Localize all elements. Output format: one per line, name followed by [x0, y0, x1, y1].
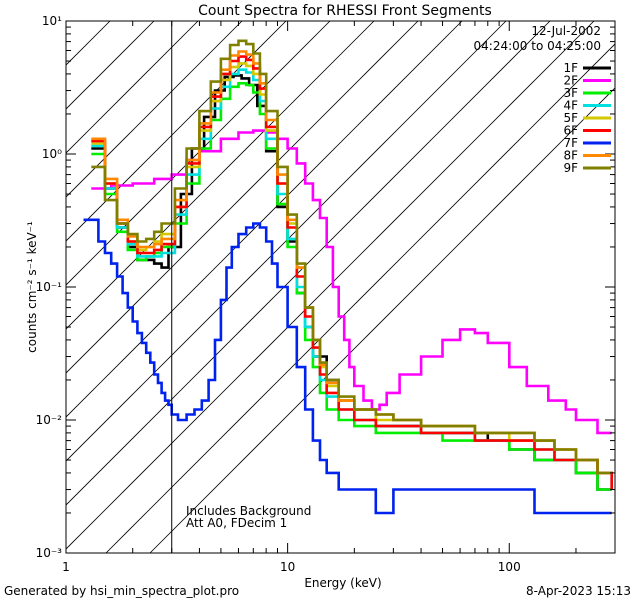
x-axis-label: Energy (keV)	[304, 576, 381, 590]
plot-frame	[65, 20, 616, 554]
hatch-line	[66, 21, 463, 418]
legend-label-2f: 2F	[563, 74, 578, 88]
y-tick-label: 10⁻³	[36, 546, 63, 560]
tick-labels: 1 10 100 10⁻³ 10⁻² 10⁻¹ 10⁰ 10¹	[36, 14, 521, 574]
series-group	[83, 39, 613, 515]
annotation-background: Includes Background	[186, 504, 311, 518]
hatch-line	[66, 21, 155, 110]
threshold-hatch-region	[66, 21, 615, 553]
hatch-line	[105, 43, 615, 553]
observation-time-range: 04:24:00 to 04:25:00	[474, 39, 601, 53]
legend-label-6f: 6F	[563, 124, 578, 138]
y-tick-label: 10¹	[42, 14, 62, 28]
x-tick-label: 1	[62, 560, 70, 574]
hatch-line	[66, 21, 419, 374]
y-tick-label: 10⁰	[42, 147, 62, 161]
hatch-line	[66, 21, 199, 154]
legend-label-4f: 4F	[563, 99, 578, 113]
legend-label-8f: 8F	[563, 149, 578, 163]
observation-date: 12-Jul-2002	[531, 24, 601, 38]
hatch-line	[66, 21, 375, 330]
series-4f	[91, 68, 613, 490]
footer-generated-by: Generated by hsi_min_spectra_plot.pro	[4, 584, 239, 598]
y-tick-label: 10⁻²	[36, 413, 63, 427]
hatch-line	[66, 21, 243, 198]
series-7f	[83, 218, 612, 515]
series-2f	[91, 129, 612, 435]
y-axis-label: counts cm⁻² s⁻¹ keV⁻¹	[25, 221, 39, 353]
series-3f	[91, 82, 612, 491]
series-9f	[91, 39, 612, 475]
legend-label-9f: 9F	[563, 161, 578, 175]
legend-label-7f: 7F	[563, 136, 578, 150]
hatch-line	[66, 21, 331, 286]
chart-title: Count Spectra for RHESSI Front Segments	[198, 3, 492, 19]
legend-label-3f: 3F	[563, 86, 578, 100]
annotation-attenuator: Att A0, FDecim 1	[186, 516, 287, 530]
series-6f	[91, 55, 613, 490]
hatch-line	[149, 87, 615, 553]
x-tick-label: 100	[498, 560, 521, 574]
footer-timestamp: 8-Apr-2023 15:13	[526, 584, 631, 598]
axes	[65, 20, 616, 554]
legend-label-1f: 1F	[563, 61, 578, 75]
hatch-line	[66, 21, 507, 462]
y-tick-label: 10⁻¹	[36, 280, 63, 294]
hatch-line	[66, 21, 287, 242]
x-tick-label: 10	[280, 560, 295, 574]
tick-marks	[65, 20, 616, 554]
hatch-line	[66, 21, 595, 550]
legend-label-5f: 5F	[563, 111, 578, 125]
